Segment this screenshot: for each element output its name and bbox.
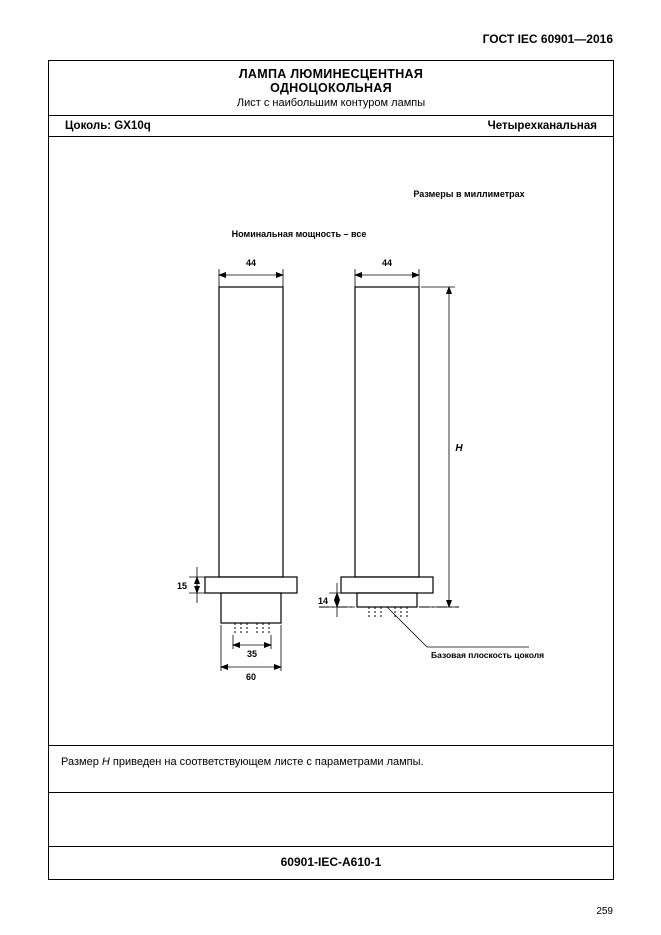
dim-h: H [455,443,463,454]
cap-label: Цоколь: GX10q [65,120,151,132]
base-plane-label: Базовая плоскость цоколя [431,650,544,660]
document-standard-header: ГОСТ IEC 60901—2016 [483,32,613,46]
dim-15: 15 [177,581,187,591]
units-label: Размеры в миллиметрах [413,189,524,199]
title-line-2: ОДНОЦОКОЛЬНАЯ [59,81,603,95]
footer-code-row: 60901-IEC-A610-1 [49,846,613,879]
dim-60: 60 [246,672,256,682]
dim-14: 14 [318,596,328,606]
lamp-diagram: Размеры в миллиметрах Номинальная мощнос… [49,137,613,745]
channel-label: Четырехканальная [488,120,597,132]
title-block: ЛАМПА ЛЮМИНЕСЦЕНТНАЯ ОДНОЦОКОЛЬНАЯ Лист … [49,61,613,116]
dim-44-left: 44 [246,258,256,268]
page: ГОСТ IEC 60901—2016 ЛАМПА ЛЮМИНЕСЦЕНТНАЯ… [0,0,661,935]
content-frame: ЛАМПА ЛЮМИНЕСЦЕНТНАЯ ОДНОЦОКОЛЬНАЯ Лист … [48,60,614,880]
power-label: Номинальная мощность – все [232,229,367,239]
page-number: 259 [596,906,613,917]
spacer [49,793,613,825]
dim-35: 35 [247,649,257,659]
footer-code: 60901-IEC-A610-1 [281,855,382,869]
dim-44-right: 44 [382,258,392,268]
note-row: Размер H приведен на соответствующем лис… [49,745,613,793]
drawing-area: Размеры в миллиметрах Номинальная мощнос… [49,137,613,745]
title-line-1: ЛАМПА ЛЮМИНЕСЦЕНТНАЯ [59,67,603,81]
note-prefix: Размер [61,756,102,768]
note-h: H [102,756,110,768]
subtitle: Лист с наибольшим контуром лампы [59,97,603,109]
meta-row: Цоколь: GX10q Четырехканальная [49,116,613,137]
note-suffix: приведен на соответствующем листе с пара… [110,756,424,768]
